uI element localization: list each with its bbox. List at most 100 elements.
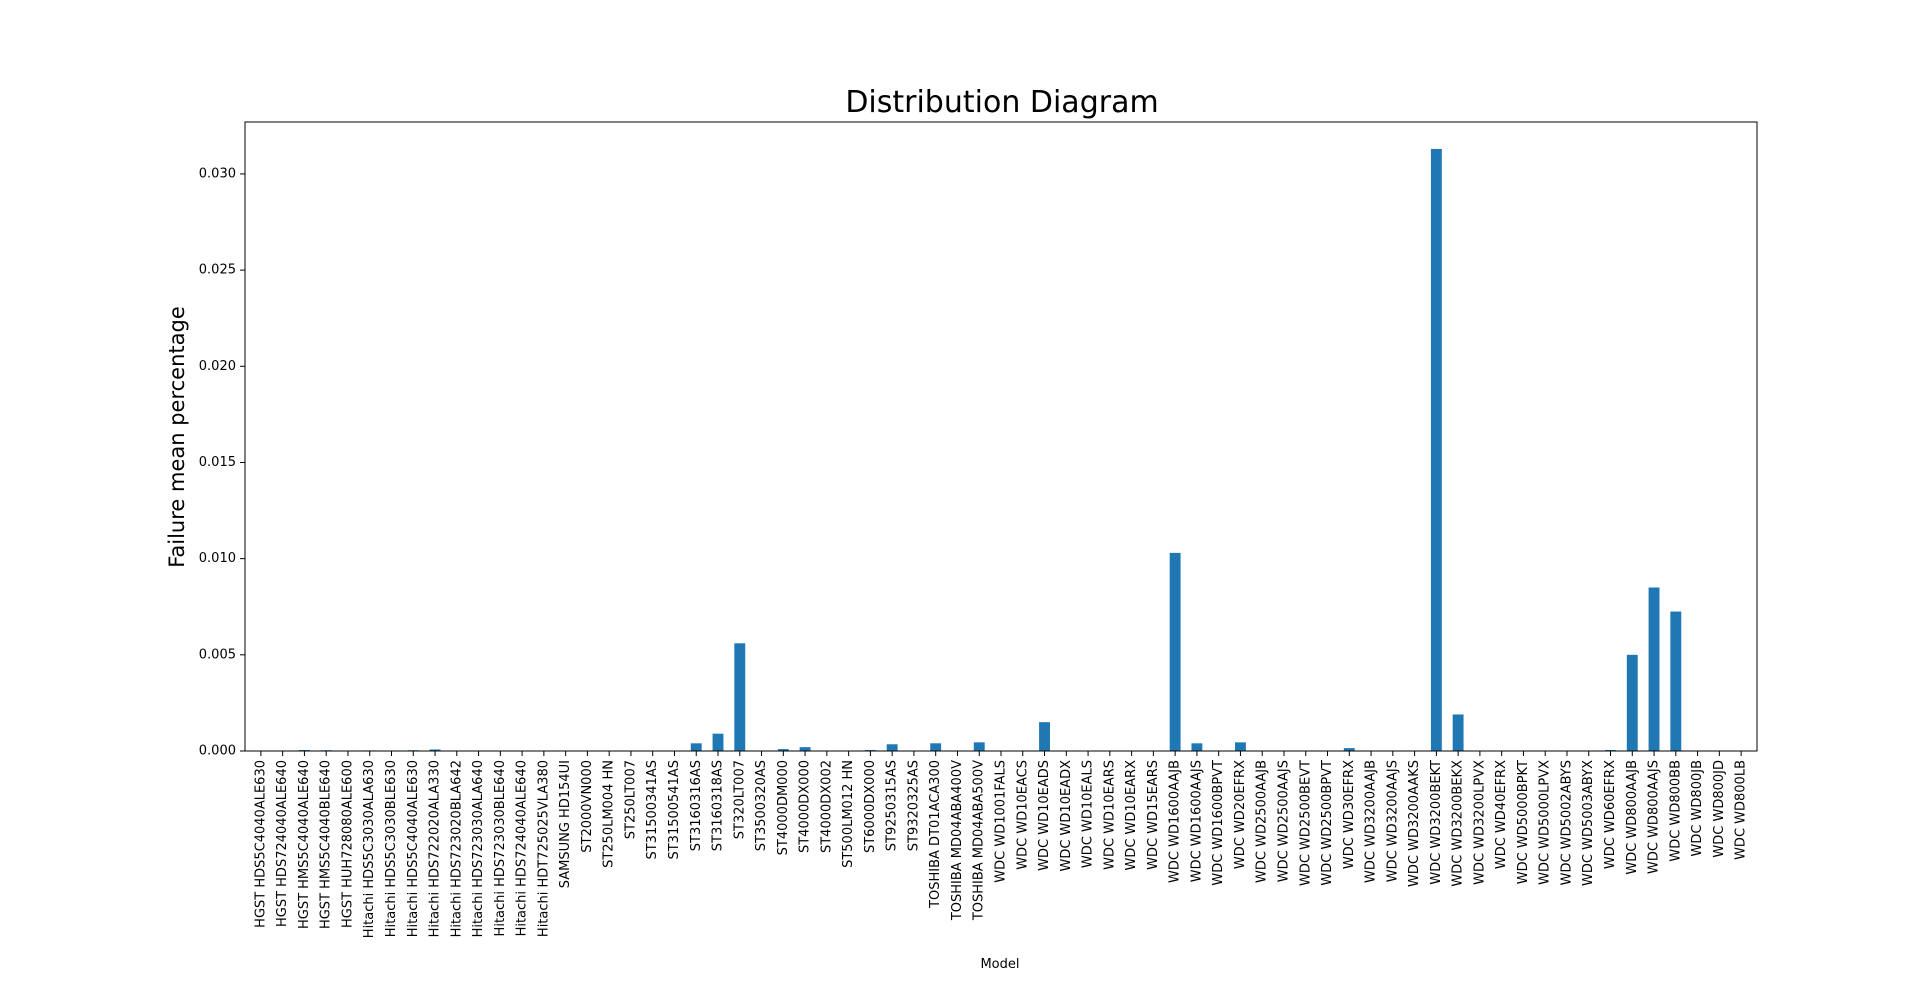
x-tick-label: WDC WD800AAJS	[1647, 760, 1662, 874]
x-ticks-group: HGST HDS5C4040ALE630 HGST HDS724040ALE640…	[253, 751, 1749, 938]
x-tick-label: TOSHIBA MD04ABA400V	[950, 760, 965, 921]
x-tick-label: ST3160318AS	[711, 760, 726, 851]
x-tick-label: WDC WD800AAJB	[1625, 760, 1640, 875]
bar	[799, 747, 811, 751]
y-tick-label: 0.000	[199, 744, 236, 759]
x-tick-label: ST3160316AS	[689, 760, 704, 851]
x-tick-label: WDC WD1600AAJB	[1168, 760, 1183, 883]
x-tick-label: WDC WD10EARX	[1124, 760, 1139, 871]
x-tick-label: WDC WD2500AAJB	[1255, 760, 1270, 883]
x-tick-label: WDC WD3200AAKS	[1407, 760, 1422, 887]
y-ticks-group: 0.000 0.005 0.010 0.015 0.020 0.025 0.030	[199, 166, 245, 759]
x-tick-label: WDC WD2500BPVT	[1320, 760, 1335, 886]
x-tick-label: WDC WD40EFRX	[1494, 760, 1509, 869]
x-tick-label: Hitachi HDT725025VLA380	[536, 760, 551, 937]
x-tick-label: WDC WD800JD	[1712, 760, 1727, 858]
bar	[1343, 748, 1355, 751]
bar	[712, 733, 724, 751]
x-tick-label: Hitachi HDS722020ALA330	[428, 760, 443, 937]
x-tick-label: WDC WD2500AAJS	[1276, 760, 1291, 882]
x-tick-label: WDC WD800BB	[1668, 760, 1683, 862]
x-tick-label: ST4000DX000	[798, 760, 813, 853]
x-tick-label: WDC WD15EARS	[1146, 760, 1161, 870]
x-tick-label: Hitachi HDS723030ALA640	[471, 760, 486, 937]
bar	[1648, 587, 1660, 751]
x-tick-label: ST320LT007	[732, 760, 747, 839]
x-tick-label: WDC WD3200BEKT	[1429, 760, 1444, 885]
bars-group	[277, 148, 1682, 751]
x-tick-label: ST4000DM000	[776, 760, 791, 855]
x-tick-label: ST3500320AS	[754, 760, 769, 851]
x-tick-label: WDC WD10EALS	[1081, 760, 1096, 868]
y-tick-label: 0.030	[199, 166, 236, 181]
x-tick-label: WDC WD3200AAJS	[1385, 760, 1400, 882]
y-tick-label: 0.025	[199, 263, 236, 278]
x-tick-label: TOSHIBA DT01ACA300	[928, 760, 943, 909]
x-tick-label: ST500LM012 HN	[841, 760, 856, 868]
x-tick-label: HGST HDS724040ALE640	[275, 760, 290, 927]
bar	[886, 744, 898, 751]
x-tick-label: WDC WD5003ABYX	[1581, 760, 1596, 886]
bar	[734, 643, 746, 751]
y-tick-label: 0.005	[199, 647, 236, 662]
x-tick-label: Hitachi HDS5C4040ALE630	[406, 760, 421, 937]
bar	[1169, 552, 1181, 751]
bar	[1430, 148, 1442, 751]
x-tick-label: WDC WD5000BPKT	[1516, 760, 1531, 884]
y-tick-label: 0.010	[199, 551, 236, 566]
x-tick-label: WDC WD1001FALS	[994, 760, 1009, 883]
x-tick-label: WDC WD10EADX	[1059, 760, 1074, 872]
y-tick-label: 0.020	[199, 359, 236, 374]
x-tick-label: WDC WD30EFRX	[1342, 760, 1357, 869]
plot-frame	[244, 121, 1758, 752]
x-tick-label: ST2000VN000	[580, 760, 595, 853]
x-axis-label: Model	[980, 957, 1019, 972]
bar	[1235, 742, 1246, 751]
bar	[1452, 714, 1464, 751]
x-tick-label: WDC WD800JB	[1690, 760, 1705, 857]
bar	[1670, 611, 1682, 751]
y-tick-label: 0.015	[199, 455, 236, 470]
x-tick-label: WDC WD1600AAJS	[1189, 760, 1204, 882]
x-tick-label: WDC WD10EADS	[1037, 760, 1052, 871]
x-tick-label: HGST HMS5C4040BLE640	[319, 760, 334, 929]
x-tick-label: WDC WD20EFRX	[1233, 760, 1248, 869]
x-tick-label: WDC WD10EACS	[1015, 760, 1030, 870]
x-tick-label: Hitachi HDS724040ALE640	[515, 760, 530, 936]
x-tick-label: WDC WD800LB	[1734, 760, 1749, 860]
x-tick-label: Hitachi HDS723020BLA642	[449, 760, 464, 937]
x-tick-label: ST250LT007	[623, 760, 638, 839]
x-tick-label: SAMSUNG HD154UI	[558, 760, 573, 888]
x-tick-label: Hitachi HDS723030BLE640	[493, 760, 508, 936]
x-tick-label: HGST HDS5C4040ALE630	[253, 760, 268, 928]
x-tick-label: ST6000DX000	[863, 760, 878, 853]
x-tick-label: HGST HMS5C4040ALE640	[297, 760, 312, 929]
x-tick-label: WDC WD3200AAJB	[1364, 760, 1379, 883]
x-tick-label: WDC WD5000LPVX	[1538, 760, 1553, 885]
x-tick-label: WDC WD1600BPVT	[1211, 760, 1226, 886]
x-tick-label: ST31500541AS	[667, 760, 682, 860]
x-tick-label: ST250LM004 HN	[602, 760, 617, 868]
x-tick-label: WDC WD60EFRX	[1603, 760, 1618, 869]
x-tick-label: ST9250315AS	[885, 760, 900, 851]
chart-title: Distribution Diagram	[845, 85, 1158, 120]
x-tick-label: ST31500341AS	[645, 760, 660, 860]
x-tick-label: ST9320325AS	[906, 760, 921, 851]
bar	[429, 749, 441, 751]
x-tick-label: ST4000DX002	[819, 760, 834, 853]
bar	[1626, 654, 1638, 751]
x-tick-label: WDC WD3200LPVX	[1472, 760, 1487, 885]
x-tick-label: WDC WD3200BEKX	[1451, 760, 1466, 887]
bar	[930, 743, 942, 751]
bar	[973, 742, 985, 751]
x-tick-label: WDC WD2500BEVT	[1298, 760, 1313, 886]
x-tick-label: WDC WD5002ABYS	[1559, 760, 1574, 885]
bar	[1039, 722, 1050, 751]
x-tick-label: Hitachi HDS5C3030ALA630	[362, 760, 377, 938]
x-tick-label: Hitachi HDS5C3030BLE630	[384, 760, 399, 937]
y-axis-label: Failure mean percentage	[165, 306, 189, 568]
x-tick-label: TOSHIBA MD04ABA500V	[972, 760, 987, 921]
x-tick-label: HGST HUH728080ALE600	[340, 760, 355, 928]
x-tick-label: WDC WD10EARS	[1102, 760, 1117, 870]
